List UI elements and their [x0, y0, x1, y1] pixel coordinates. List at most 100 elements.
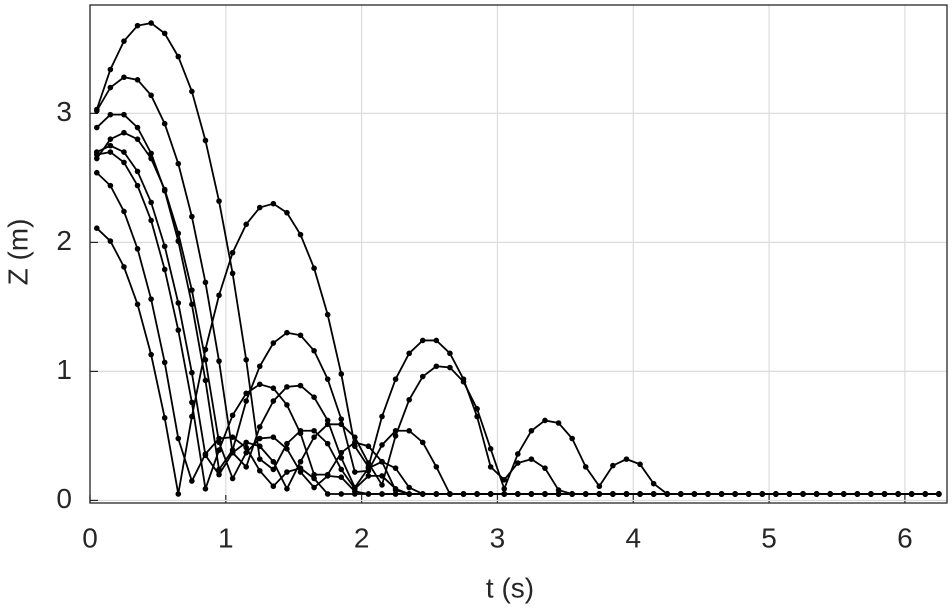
data-point	[93, 155, 100, 162]
data-point	[324, 376, 331, 382]
data-point	[202, 451, 209, 457]
data-point	[297, 231, 304, 238]
data-point	[175, 491, 182, 497]
data-point	[284, 209, 290, 216]
data-point	[107, 136, 114, 142]
data-point	[868, 491, 874, 497]
data-point	[678, 491, 684, 497]
data-point	[691, 491, 698, 497]
data-point	[474, 491, 480, 497]
data-point	[582, 464, 589, 470]
data-point	[569, 491, 575, 497]
data-point	[243, 464, 249, 470]
data-point	[365, 460, 372, 466]
data-point	[161, 266, 168, 273]
data-point	[107, 84, 114, 91]
data-point	[107, 182, 114, 189]
data-point	[338, 466, 345, 473]
data-point	[338, 449, 345, 456]
data-point	[270, 483, 277, 490]
data-point	[569, 435, 575, 442]
data-point	[284, 486, 290, 492]
data-point	[256, 467, 263, 474]
y-tick-label: 0	[56, 483, 72, 514]
data-point	[93, 225, 100, 231]
data-point	[338, 474, 345, 480]
data-point	[134, 301, 141, 308]
data-point	[229, 475, 236, 482]
data-point	[311, 427, 317, 434]
data-point	[406, 350, 412, 357]
data-point	[433, 337, 440, 344]
data-point	[216, 435, 222, 442]
data-point	[297, 382, 304, 389]
data-point	[121, 159, 127, 166]
data-point	[175, 300, 182, 306]
data-point	[189, 287, 195, 293]
data-point	[460, 491, 467, 497]
data-point	[270, 458, 277, 465]
data-point	[352, 491, 358, 497]
data-point	[189, 301, 195, 308]
data-point	[134, 182, 141, 189]
data-point	[202, 486, 209, 492]
data-point	[216, 358, 222, 364]
data-point	[229, 249, 236, 256]
data-point	[705, 491, 711, 497]
data-point	[270, 434, 277, 441]
data-point	[93, 124, 100, 131]
data-point	[93, 107, 100, 114]
x-tick-label: 3	[490, 522, 506, 553]
x-tick-label: 0	[82, 522, 98, 553]
data-point	[650, 491, 657, 497]
data-point	[284, 469, 290, 475]
data-point	[406, 396, 412, 403]
data-point	[732, 491, 738, 497]
data-point	[161, 30, 168, 37]
data-point	[596, 491, 603, 497]
y-tick-label: 3	[56, 96, 72, 127]
data-point	[311, 471, 317, 478]
data-point	[121, 38, 127, 44]
data-point	[501, 486, 508, 492]
data-point	[148, 155, 154, 162]
y-tick-label: 2	[56, 225, 72, 256]
data-point	[487, 464, 494, 470]
data-point	[148, 217, 154, 224]
data-point	[392, 491, 399, 497]
data-point	[555, 491, 562, 497]
data-point	[759, 491, 766, 497]
data-point	[419, 373, 426, 380]
data-point	[352, 439, 358, 446]
data-point	[175, 230, 182, 237]
data-point	[161, 186, 168, 193]
data-point	[284, 440, 290, 447]
data-point	[297, 332, 304, 339]
data-point	[610, 491, 616, 497]
data-point	[447, 364, 453, 371]
data-point	[107, 66, 114, 73]
data-point	[134, 168, 141, 175]
data-point	[460, 378, 467, 385]
x-tick-label: 4	[625, 522, 641, 553]
data-point	[243, 221, 249, 228]
data-point	[515, 460, 521, 466]
data-point	[311, 434, 317, 441]
data-point	[433, 363, 440, 370]
data-point	[148, 92, 154, 99]
data-point	[202, 377, 209, 384]
data-point	[542, 417, 548, 424]
x-tick-label: 5	[761, 522, 777, 553]
data-point	[256, 435, 263, 442]
data-point	[284, 446, 290, 452]
data-point	[175, 53, 182, 60]
data-point	[582, 491, 589, 497]
data-point	[216, 447, 222, 453]
y-tick-label: 1	[56, 354, 72, 385]
data-point	[610, 462, 616, 469]
data-point	[134, 124, 141, 131]
x-tick-label: 2	[354, 522, 370, 553]
data-point	[256, 204, 263, 211]
data-point	[922, 491, 929, 497]
